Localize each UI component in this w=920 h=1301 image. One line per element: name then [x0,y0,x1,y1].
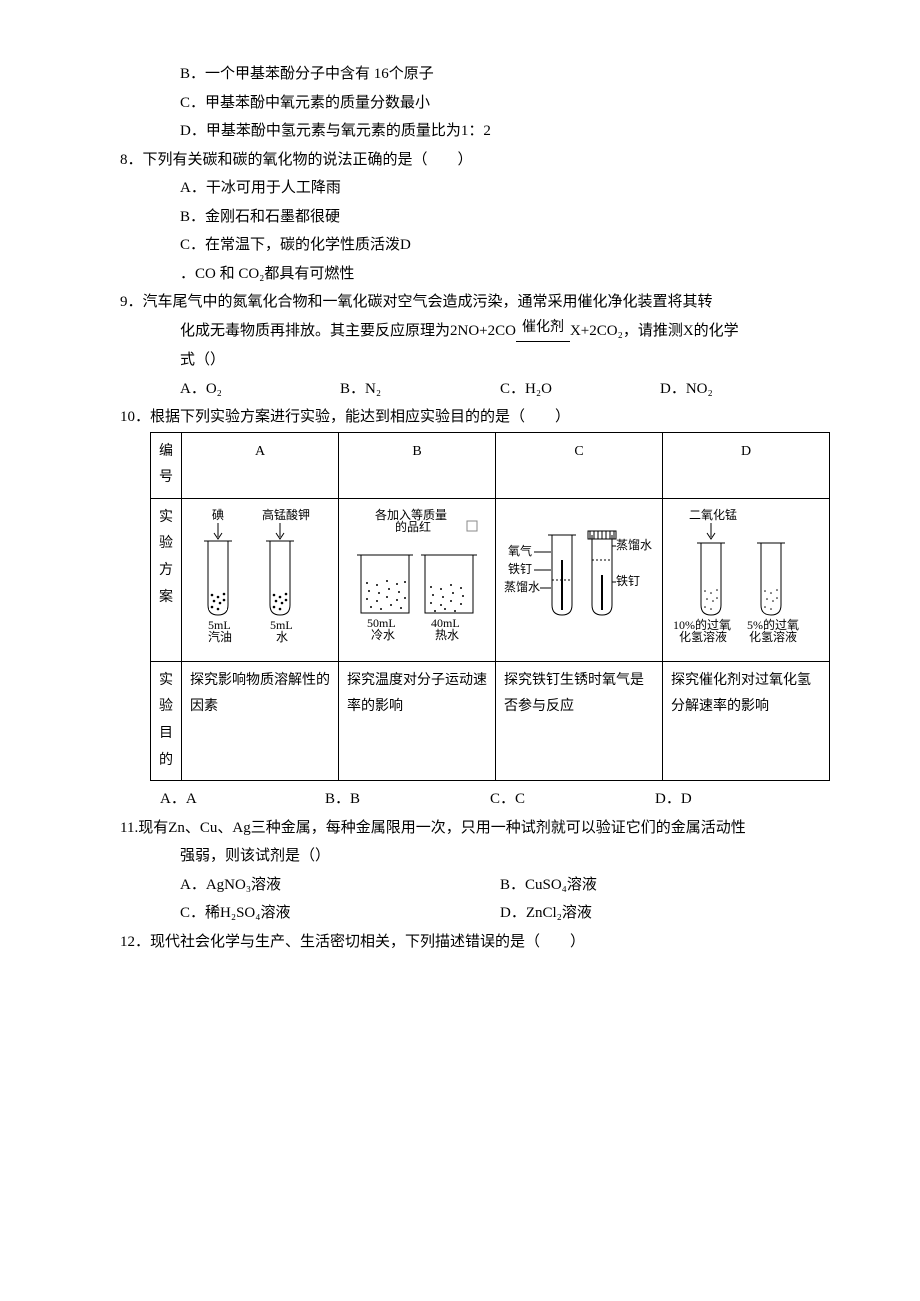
purpose-c: 探究铁钉生锈时氧气是否参与反应 [496,661,663,780]
purpose-a: 探究影响物质溶解性的因素 [182,661,339,780]
diagram-c: 氧气 铁钉 蒸馏水 蒸馏水 铁钉 [496,498,663,661]
q11-options: A．AgNO₃溶液 B．CuSO₄溶液 C．稀H₂SO₄溶液 D．ZnCl₂溶液 [180,871,820,928]
th-number: 编号 [151,432,182,498]
svg-text:的品红: 的品红 [395,519,431,534]
q10-stem: 10．根据下列实验方案进行实验，能达到相应实验目的的是（ ） [120,403,820,432]
q9-stem-2a: 化成无毒物质再排放。其主要反应原理为2NO+2CO [180,323,516,339]
q12-stem: 12．现代社会化学与生产、生活密切相关，下列描述错误的是（ ） [120,928,820,957]
diagram-d-svg: 二氧化锰 10%的过氧 [671,505,821,655]
svg-text:汽油: 汽油 [208,629,232,644]
table-purpose-row: 实验目的 探究影响物质溶解性的因素 探究温度对分子运动速率的影响 探究铁钉生锈时… [151,661,830,780]
th-c: C [496,432,663,498]
q9-option-c: C．H₂O [500,375,660,404]
row-label-scheme: 实验方案 [151,498,182,661]
q7-option-b: B．一个甲基苯酚分子中含有 16个原子 [180,60,820,89]
experiment-table: 编号 A B C D 实验方案 碘 高锰酸钾 [150,432,830,782]
q11-option-a: A．AgNO₃溶液 [180,871,500,900]
q11-option-c: C．稀H₂SO₄溶液 [180,899,500,928]
diagram-b-svg: 各加入等质量 的品红 [347,505,487,650]
q10-option-c: C．C [490,785,655,814]
svg-text:冷水: 冷水 [371,628,395,642]
q8-option-d: ．CO 和 CO₂都具有可燃性 [180,260,820,289]
th-a: A [182,432,339,498]
svg-text:二氧化锰: 二氧化锰 [689,507,737,522]
q9-option-b: B．N₂ [340,375,500,404]
diagram-c-svg: 氧气 铁钉 蒸馏水 蒸馏水 铁钉 [504,505,654,650]
q9-options: A．O₂ B．N₂ C．H₂O D．NO₂ [180,375,820,404]
svg-text:化氢溶液: 化氢溶液 [679,629,727,644]
q9-stem-line2: 化成无毒物质再排放。其主要反应原理为2NO+2CO催化剂X+2CO₂，请推测X的… [180,317,820,347]
q11-stem-line1: 11.现有Zn、Cu、Ag三种金属，每种金属限用一次，只用一种试剂就可以验证它们… [120,814,820,843]
table-header-row: 编号 A B C D [151,432,830,498]
q10-option-a: A．A [160,785,325,814]
diagram-b: 各加入等质量 的品红 [339,498,496,661]
table-scheme-row: 实验方案 碘 高锰酸钾 [151,498,830,661]
diagram-d: 二氧化锰 10%的过氧 [663,498,830,661]
svg-text:铁钉: 铁钉 [616,574,640,588]
q11-option-d: D．ZnCl₂溶液 [500,899,820,928]
q9-option-d: D．NO₂ [660,375,820,404]
q8-stem: 8．下列有关碳和碳的氧化物的说法正确的是（ ） [120,146,820,175]
q11-option-b: B．CuSO₄溶液 [500,871,820,900]
catalyst-label: 催化剂 [516,315,570,343]
svg-text:碘: 碘 [212,508,224,522]
svg-text:化氢溶液: 化氢溶液 [749,629,797,644]
q9-stem-line1: 9．汽车尾气中的氮氧化合物和一氧化碳对空气会造成污染，通常采用催化净化装置将其转 [120,288,820,317]
q10-option-b: B．B [325,785,490,814]
q8-option-b: B．金刚石和石墨都很硬 [180,203,820,232]
q8-option-c: C．在常温下，碳的化学性质活泼D [180,231,820,260]
diagram-a-svg: 碘 高锰酸钾 [190,505,330,650]
q11-stem-line2: 强弱，则该试剂是（） [180,842,820,871]
q9-option-a: A．O₂ [180,375,340,404]
q10-options: A．A B．B C．C D．D [160,785,820,814]
svg-text:蒸馏水: 蒸馏水 [616,538,652,552]
svg-text:铁钉: 铁钉 [508,562,532,576]
row-label-purpose: 实验目的 [151,661,182,780]
q8-option-a: A．干冰可用于人工降雨 [180,174,820,203]
svg-text:蒸馏水: 蒸馏水 [504,580,540,594]
q10-option-d: D．D [655,785,820,814]
q7-option-d: D．甲基苯酚中氢元素与氧元素的质量比为1：2 [180,117,820,146]
svg-text:氧气: 氧气 [508,543,532,558]
svg-text:水: 水 [276,630,288,644]
q7-option-c: C．甲基苯酚中氧元素的质量分数最小 [180,89,820,118]
diagram-a: 碘 高锰酸钾 [182,498,339,661]
svg-text:热水: 热水 [435,628,459,642]
purpose-b: 探究温度对分子运动速率的影响 [339,661,496,780]
purpose-d: 探究催化剂对过氧化氢分解速率的影响 [663,661,830,780]
svg-text:高锰酸钾: 高锰酸钾 [262,507,310,522]
th-d: D [663,432,830,498]
th-b: B [339,432,496,498]
q9-stem-line3: 式（） [180,346,820,375]
q9-stem-2b: X+2CO₂，请推测X的化学 [570,323,739,339]
